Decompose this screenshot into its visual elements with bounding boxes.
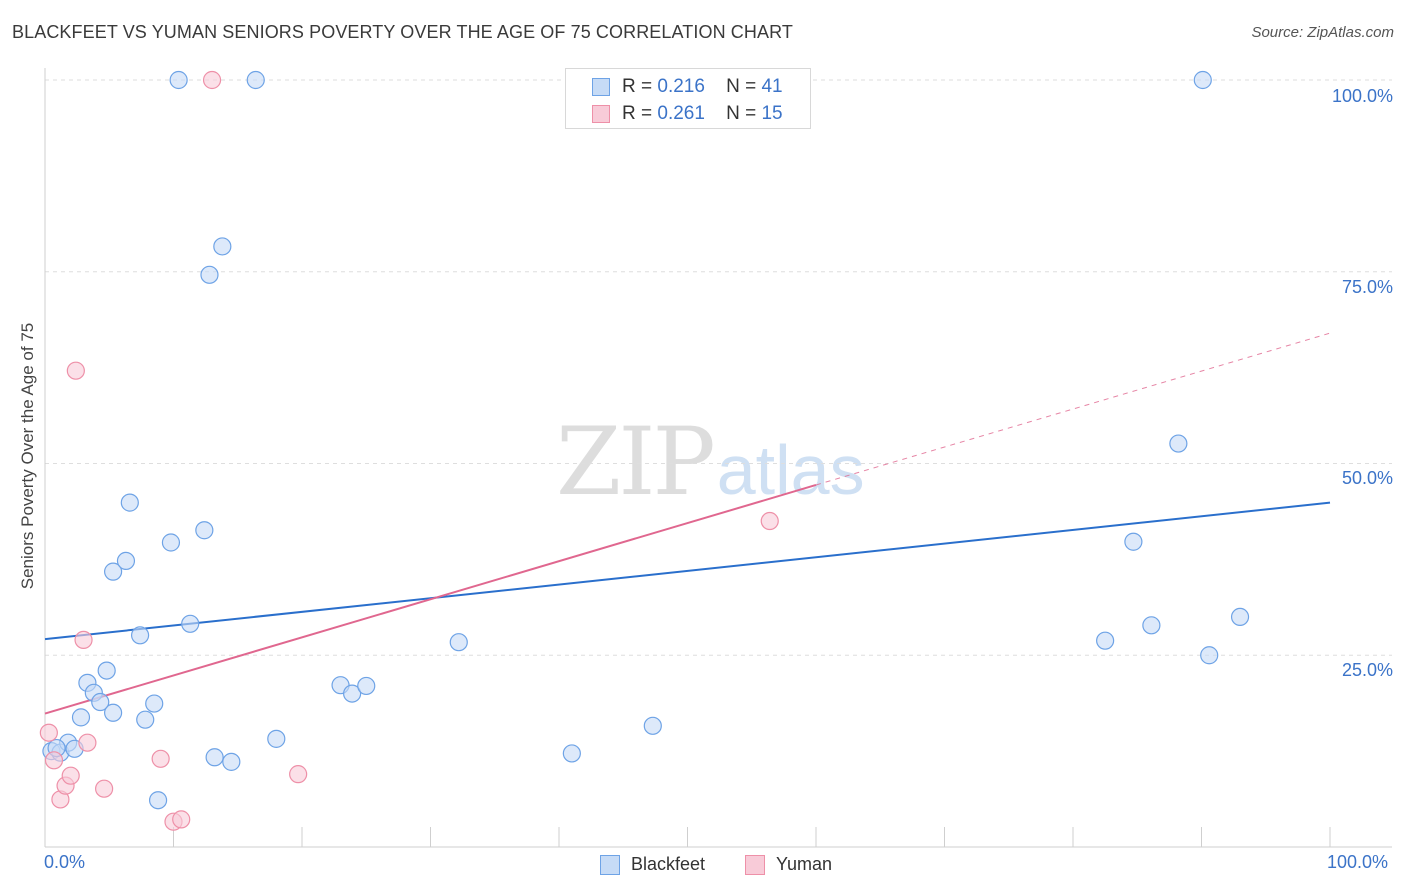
point-yuman xyxy=(74,630,93,650)
point-yuman xyxy=(151,749,170,768)
point-yuman xyxy=(66,361,85,380)
legend-swatch-blackfeet xyxy=(592,78,610,96)
trend-line-yuman xyxy=(44,484,817,715)
legend-n-value-blackfeet: 41 xyxy=(761,76,783,97)
point-blackfeet xyxy=(104,703,123,722)
y-tick-label-50: 50.0% xyxy=(1341,468,1393,488)
trend-line-extension-yuman xyxy=(815,332,1331,486)
legend-r-value-blackfeet: 0.216 xyxy=(657,76,705,97)
point-blackfeet xyxy=(213,237,232,256)
legend-n-label: N = xyxy=(726,76,757,97)
chart-title: BLACKFEET VS YUMAN SENIORS POVERTY OVER … xyxy=(12,22,793,42)
watermark: ZIPatlas xyxy=(556,408,865,517)
point-blackfeet xyxy=(91,692,110,712)
point-yuman xyxy=(78,733,97,752)
point-yuman xyxy=(760,511,779,531)
point-blackfeet xyxy=(136,710,155,729)
point-blackfeet xyxy=(130,626,150,645)
series-label-blackfeet: Blackfeet xyxy=(631,854,706,874)
point-blackfeet xyxy=(1169,434,1188,453)
y-tick-label-75: 75.0% xyxy=(1341,277,1393,297)
point-blackfeet xyxy=(161,533,181,552)
grid-lines xyxy=(45,79,1392,656)
point-blackfeet xyxy=(1230,607,1250,627)
point-blackfeet xyxy=(205,748,224,767)
legend-swatch-yuman xyxy=(592,105,610,123)
point-blackfeet xyxy=(116,551,136,571)
point-yuman xyxy=(202,70,222,90)
y-tick-label-25: 25.0% xyxy=(1341,660,1393,680)
point-blackfeet xyxy=(562,744,581,763)
point-blackfeet xyxy=(71,708,91,727)
trend-line-blackfeet xyxy=(44,501,1331,641)
point-blackfeet xyxy=(643,716,662,735)
point-yuman xyxy=(95,779,114,798)
legend-r-label: R = xyxy=(622,76,653,97)
data-points xyxy=(39,70,1250,831)
point-blackfeet xyxy=(104,562,123,581)
x-tick-label-min: 0.0% xyxy=(44,852,86,872)
series-swatch-yuman xyxy=(745,855,765,875)
point-blackfeet xyxy=(148,791,168,810)
point-blackfeet xyxy=(120,493,139,512)
point-blackfeet xyxy=(1193,70,1212,90)
point-blackfeet xyxy=(200,265,219,284)
series-swatch-blackfeet xyxy=(600,855,620,875)
source-credit: Source: ZipAtlas.com xyxy=(1251,24,1394,41)
point-blackfeet xyxy=(222,752,241,771)
point-blackfeet xyxy=(181,614,200,633)
watermark-zip: ZIP xyxy=(556,408,716,517)
correlation-legend: R = 0.216 N = 41 R = 0.261 N = 15 xyxy=(565,68,811,129)
point-yuman xyxy=(289,765,308,784)
point-yuman xyxy=(44,751,64,770)
point-blackfeet xyxy=(246,70,265,90)
y-tick-label-100: 100.0% xyxy=(1331,86,1393,106)
point-blackfeet xyxy=(195,521,214,540)
point-blackfeet xyxy=(343,684,362,703)
series-label-yuman: Yuman xyxy=(776,854,833,874)
legend-n-label: N = xyxy=(726,103,757,124)
point-blackfeet xyxy=(1142,616,1161,635)
point-yuman xyxy=(61,766,80,785)
point-blackfeet xyxy=(1200,646,1219,665)
watermark-atlas: atlas xyxy=(716,431,865,509)
point-yuman xyxy=(39,723,58,742)
point-blackfeet xyxy=(1096,631,1115,650)
x-tick-label-max: 100.0% xyxy=(1327,852,1389,872)
legend-r-label: R = xyxy=(622,103,653,124)
legend-n-value-yuman: 15 xyxy=(761,103,783,124)
axes xyxy=(44,68,1392,848)
point-yuman xyxy=(172,810,191,829)
point-blackfeet xyxy=(449,633,468,652)
point-blackfeet xyxy=(267,729,286,748)
point-blackfeet xyxy=(1124,532,1143,551)
point-blackfeet xyxy=(169,70,188,90)
trend-lines xyxy=(44,332,1331,715)
legend-r-value-yuman: 0.261 xyxy=(657,103,705,124)
point-blackfeet xyxy=(145,694,164,713)
point-blackfeet xyxy=(357,676,376,696)
point-blackfeet xyxy=(97,661,116,680)
